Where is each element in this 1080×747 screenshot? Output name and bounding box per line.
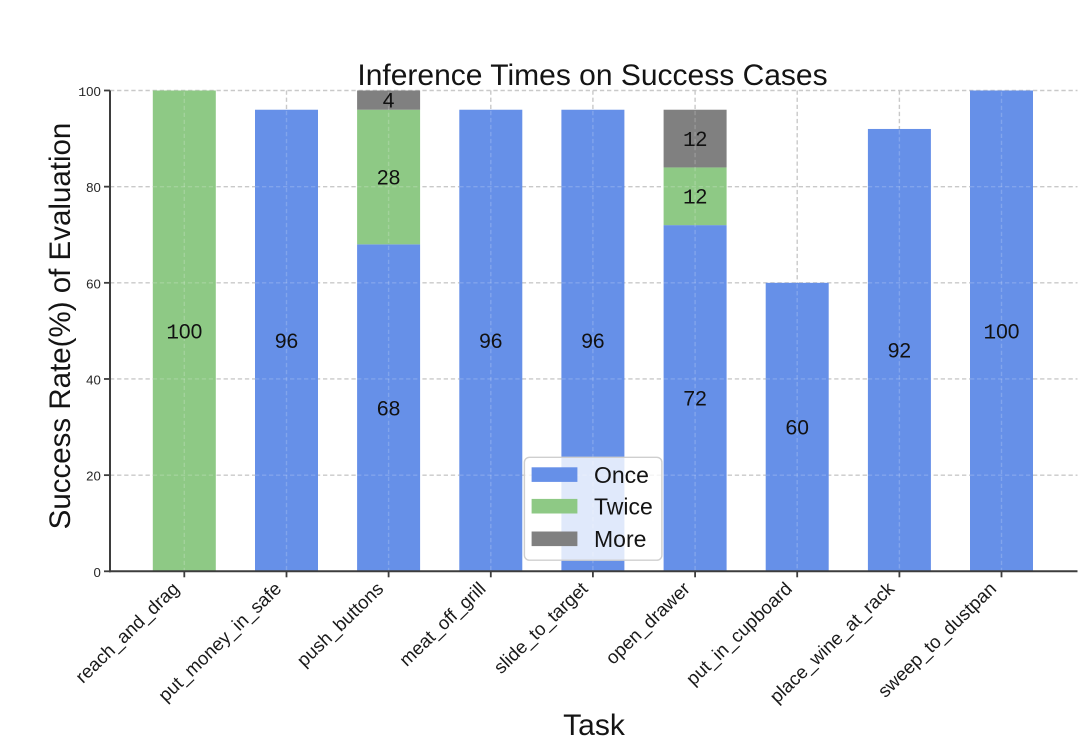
svg-text:Inference Times on Success Cas: Inference Times on Success Cases	[357, 59, 827, 92]
svg-text:Task: Task	[563, 709, 626, 742]
svg-text:More: More	[594, 526, 646, 552]
svg-text:Twice: Twice	[594, 493, 653, 519]
svg-text:60: 60	[786, 416, 809, 439]
svg-text:Success Rate(%) of Evaluation: Success Rate(%) of Evaluation	[44, 123, 77, 530]
svg-text:92: 92	[888, 340, 911, 363]
svg-text:100: 100	[78, 84, 101, 100]
svg-text:100: 100	[166, 320, 202, 345]
svg-text:100: 100	[984, 320, 1020, 345]
svg-text:60: 60	[86, 276, 101, 291]
svg-text:12: 12	[683, 186, 707, 211]
svg-text:20: 20	[86, 469, 101, 484]
svg-text:Once: Once	[594, 462, 649, 488]
svg-text:0: 0	[93, 565, 100, 580]
svg-text:96: 96	[479, 330, 502, 353]
svg-text:4: 4	[383, 90, 395, 113]
svg-text:96: 96	[275, 330, 298, 353]
svg-text:68: 68	[377, 397, 400, 420]
svg-text:12: 12	[683, 128, 707, 153]
svg-text:28: 28	[377, 166, 400, 189]
svg-text:96: 96	[581, 330, 604, 353]
svg-text:72: 72	[683, 388, 706, 411]
svg-text:40: 40	[86, 372, 101, 387]
svg-text:80: 80	[86, 180, 101, 195]
